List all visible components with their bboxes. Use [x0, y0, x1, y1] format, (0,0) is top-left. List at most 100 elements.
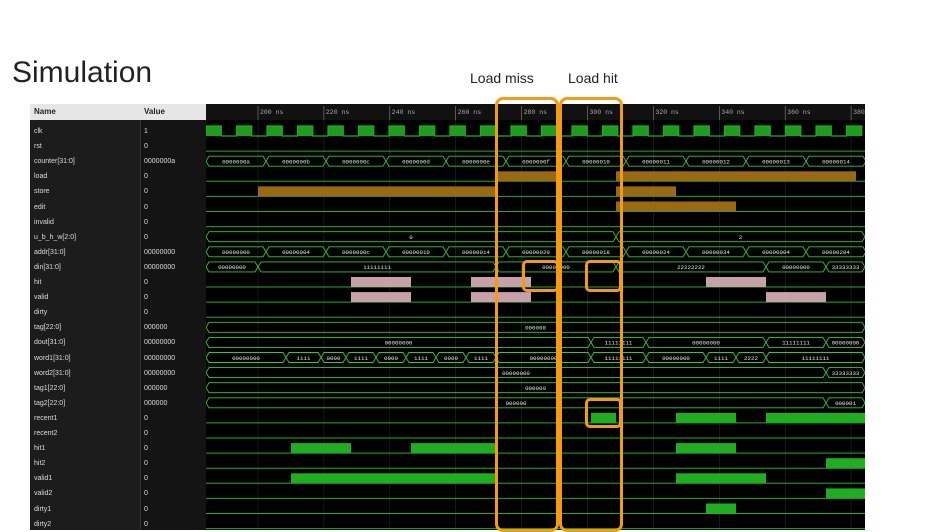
signal-value: 0	[144, 475, 148, 483]
bus-value-label: 33333333	[832, 370, 860, 377]
signal-value: 000000	[144, 399, 168, 407]
time-marker-label: 260 ns	[458, 109, 482, 116]
signal-name[interactable]: clk	[34, 128, 43, 135]
bus-segment	[765, 336, 827, 348]
signal-name[interactable]: tag1[22:0]	[34, 384, 66, 392]
signal-high-segment	[471, 277, 531, 287]
signal-high-segment	[616, 171, 856, 182]
signal-values-panel	[140, 104, 207, 530]
bus-value-label: 00000000	[692, 340, 720, 347]
waveform-area[interactable]: 200 ns 220 ns 240 ns 260 ns 280 ns 300 ns 320 …	[206, 104, 865, 530]
signal-high-segment	[471, 292, 531, 303]
signal-name[interactable]: dout[31:0]	[34, 339, 66, 347]
signal-name[interactable]: store	[34, 188, 50, 196]
load-miss-label: Load miss	[470, 70, 534, 86]
clk-pulse	[419, 126, 435, 136]
signal-value: 0	[144, 143, 148, 151]
bus-value-label: 000000	[525, 325, 546, 332]
signal-name[interactable]: load	[34, 173, 48, 181]
bus-segment	[206, 246, 267, 258]
bus-value-label: 00000011	[642, 159, 670, 166]
signal-name[interactable]: valid1	[34, 475, 53, 483]
signal-value: 0	[144, 309, 148, 317]
clk-pulse	[816, 126, 832, 136]
bus-value-label: 0	[409, 234, 413, 241]
name-column-header[interactable]: Name	[30, 104, 140, 120]
signal-value: 0	[144, 188, 148, 196]
signal-name[interactable]: recent2	[34, 430, 58, 437]
signal-name[interactable]: hit	[34, 279, 42, 286]
signal-value: 0	[144, 445, 148, 453]
bus-segment	[435, 352, 467, 363]
bus-value-label: 11111111	[363, 264, 391, 271]
time-ruler	[206, 104, 865, 120]
signal-name[interactable]: tag2[22:0]	[34, 399, 66, 407]
bus-segment	[645, 336, 767, 348]
signal-name[interactable]: valid2	[34, 490, 53, 498]
signal-name[interactable]: dirty1	[34, 505, 52, 513]
bus-value-label: 00000020	[522, 249, 550, 256]
signal-value: 0	[144, 279, 148, 286]
bus-value-label: 00000012	[702, 159, 730, 166]
signal-name[interactable]: addr[31:0]	[34, 248, 66, 256]
time-marker-label: 320 ns	[655, 109, 679, 116]
value-column-header[interactable]: Value	[140, 104, 206, 120]
bus-segment	[565, 246, 627, 258]
time-marker-label: 340 ns	[721, 109, 745, 116]
signal-high-segment	[411, 473, 496, 484]
signal-name[interactable]: edit	[34, 203, 46, 211]
bus-segment	[206, 321, 865, 333]
signal-name[interactable]: din[31:0]	[34, 263, 61, 271]
signal-name[interactable]: counter[31:0]	[34, 158, 75, 166]
signal-value: 0	[144, 490, 148, 498]
clk-pulse	[633, 126, 649, 136]
waveform-canvas[interactable]: 200 ns 220 ns 240 ns 260 ns 280 ns 300 ns 320 …	[206, 104, 865, 530]
bus-segment	[206, 367, 827, 379]
bus-segment	[285, 352, 322, 363]
bus-value-label: 00000014	[462, 249, 490, 256]
bus-segment	[645, 352, 707, 363]
bus-value-label: 00000000	[232, 355, 260, 362]
signal-value: 00000000	[144, 354, 176, 362]
signal-name[interactable]: hit2	[34, 460, 46, 468]
bus-segment	[265, 246, 327, 258]
clk-pulse	[297, 126, 313, 136]
bus-value-label: 000001	[835, 400, 856, 407]
signal-name[interactable]: u_b_h_w[2:0]	[34, 233, 77, 241]
clk-pulse	[450, 126, 466, 136]
bus-segment	[685, 246, 747, 258]
slide-title: Simulation	[12, 56, 153, 89]
bus-value-label: 11111111	[782, 340, 810, 347]
signal-value: 0	[144, 430, 148, 437]
time-marker-label: 300 ns	[590, 109, 614, 116]
bus-segment	[465, 352, 497, 363]
bus-value-label: 00000204	[822, 249, 850, 256]
signal-name[interactable]: word2[31:0]	[34, 369, 71, 377]
bus-value-label: 00000000	[222, 249, 250, 256]
signal-name[interactable]: dirty	[34, 309, 48, 317]
bus-value-label: 00000010	[582, 159, 610, 166]
signal-name[interactable]: invalid	[34, 218, 54, 226]
miss-hit-signal-highlight	[522, 260, 559, 292]
signal-name[interactable]: recent1	[34, 414, 58, 422]
clk-pulse	[602, 126, 618, 136]
load-hit-label: Load hit	[568, 70, 618, 86]
signal-value: 00000000	[144, 248, 176, 256]
bus-value-label: 00000018	[582, 249, 610, 256]
signal-name[interactable]: rst	[34, 143, 42, 151]
clk-pulse	[511, 126, 527, 136]
signal-name[interactable]: word1[31:0]	[34, 354, 71, 362]
signal-high-segment	[766, 292, 826, 303]
bus-value-label: 1111	[354, 355, 368, 362]
signal-name[interactable]: tag[22:0]	[34, 324, 62, 332]
signal-value: 0	[144, 294, 148, 302]
load-hit-highlight	[559, 97, 623, 532]
bus-value-label: 1111	[474, 355, 488, 362]
bus-value-label: 000000	[525, 385, 546, 392]
signal-name[interactable]: valid	[34, 294, 49, 302]
bus-value-label: 1111	[297, 355, 311, 362]
bus-segment	[345, 352, 377, 363]
signal-name[interactable]: hit1	[34, 445, 46, 453]
signal-name[interactable]: dirty2	[34, 520, 52, 528]
bus-segment	[745, 155, 807, 167]
